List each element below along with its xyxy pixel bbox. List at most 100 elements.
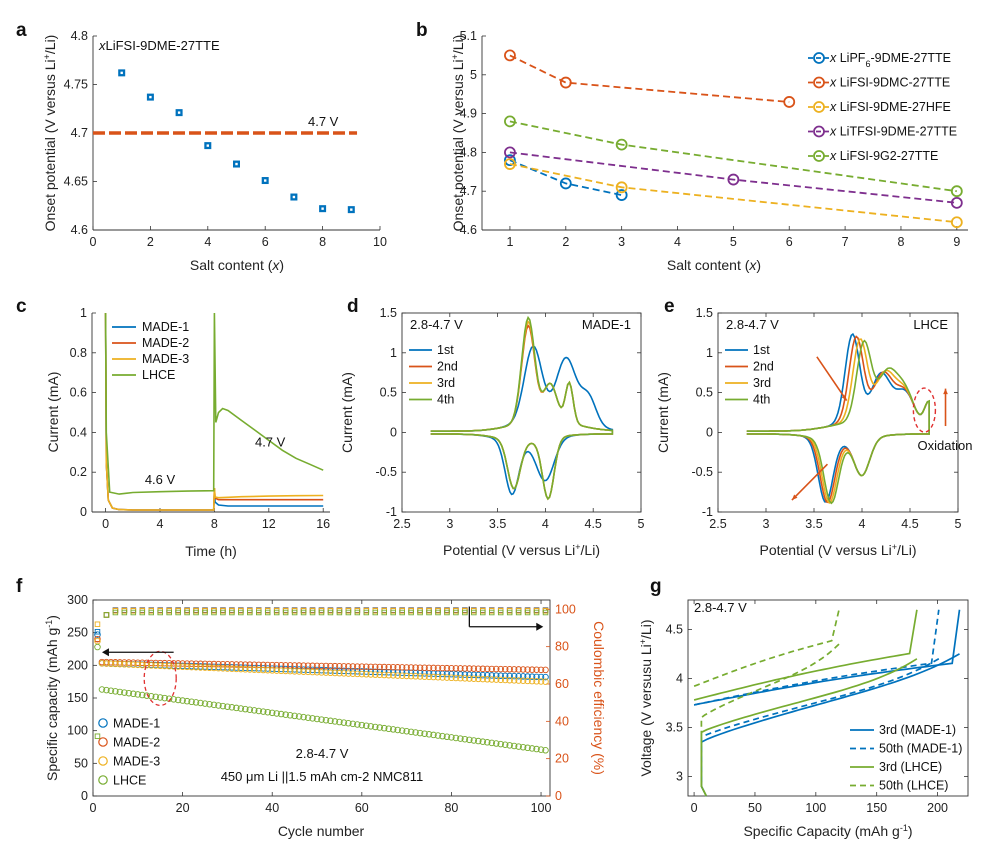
capacity-marker [372, 723, 379, 731]
capacity-marker [448, 734, 455, 741]
capacity-marker [331, 669, 339, 677]
capacity-marker [542, 666, 549, 674]
ce-marker [256, 609, 262, 616]
y-tick-label: 4.7 [71, 126, 88, 140]
y-tick-label: 4.8 [460, 145, 477, 159]
x-tick-label: 4 [859, 517, 866, 531]
capacity-marker [542, 678, 549, 685]
plot-d: 2.5 3 3.5 4 4.5 5 -1 -0.5 0 0.5 1 1.5 2.8-4.7 V MADE-… [339, 306, 645, 558]
capacity-marker [434, 732, 442, 739]
capacity-marker [174, 660, 182, 667]
plot-e: 2.5 3 3.5 4 4.5 5 -1 -0.5 0 0.5 1 1.5 2.8-4.7 V LHCE 1… [655, 306, 972, 558]
series-line-4th [746, 339, 930, 505]
capacity-marker [434, 664, 442, 672]
x-tick-label: 10 [373, 235, 387, 249]
plot-b: 1 2 3 4 5 6 7 8 9 4.6 4.7 4.8 4.9 5 5.1 x LiPF6-9DME-27… [450, 29, 968, 273]
data-point-center [120, 71, 123, 75]
capacity-marker [125, 689, 133, 697]
capacity-marker [524, 677, 531, 685]
ce-marker [363, 609, 370, 616]
cell-config-label: 450 μm Li ||1.5 mAh cm-2 NMC811 [221, 769, 424, 784]
capacity-marker [201, 664, 209, 671]
capacity-marker [533, 673, 540, 681]
legend-label: MADE-1 [113, 717, 160, 731]
capacity-marker [192, 660, 200, 667]
ce-marker [417, 609, 423, 616]
capacity-marker [318, 662, 325, 670]
capacity-marker [515, 666, 522, 673]
capacity-marker [251, 661, 258, 669]
capacity-marker [363, 722, 370, 729]
discharge-curve-3rd (LHCE) [700, 658, 918, 797]
ce-marker [345, 609, 352, 616]
ce-marker [148, 609, 154, 616]
ce-marker [130, 609, 137, 616]
capacity-marker [412, 729, 419, 736]
capacity-marker [322, 669, 330, 676]
capacity-marker [376, 663, 383, 671]
capacity-marker [300, 713, 307, 721]
capacity-marker [260, 708, 267, 715]
legend-marker [813, 150, 825, 162]
legend-marker [98, 718, 108, 728]
legend-label: MADE-3 [142, 352, 189, 366]
capacity-marker [466, 736, 473, 744]
ce-marker [103, 612, 110, 618]
charge-curve-50th (LHCE) [693, 609, 840, 687]
data-point [950, 185, 963, 198]
capacity-marker [466, 665, 473, 672]
legend-marker [98, 775, 108, 785]
ce-marker [229, 609, 235, 616]
capacity-marker [286, 712, 294, 719]
capacity-marker [443, 664, 451, 672]
x-tick-label: 0 [90, 801, 97, 815]
capacity-marker [457, 665, 464, 672]
x-axis-label: Salt content (x) [190, 257, 284, 273]
x-tick-label: 2 [562, 235, 569, 249]
data-point [504, 146, 516, 159]
legend-marker [98, 737, 108, 747]
capacity-marker [501, 741, 509, 748]
y-tick-label: -0.5 [691, 465, 713, 479]
capacity-marker [425, 731, 433, 738]
capacity-marker [488, 676, 496, 683]
y-tick-label: 200 [67, 658, 88, 672]
capacity-marker [94, 643, 101, 651]
capacity-marker [300, 662, 307, 669]
capacity-marker [197, 664, 204, 671]
x-tick-label: 3 [763, 517, 770, 531]
capacity-marker [519, 743, 527, 751]
capacity-marker [161, 694, 168, 702]
series-line-1st [746, 332, 930, 503]
capacity-marker [327, 662, 334, 670]
capacity-marker [519, 673, 527, 680]
capacity-marker [116, 688, 124, 696]
x-tick-label: 100 [531, 801, 552, 815]
capacity-marker [407, 672, 415, 680]
capacity-marker [188, 663, 195, 671]
y-axis-label: Onset potential (V versus Li+/Li) [450, 35, 466, 232]
capacity-marker [452, 674, 460, 682]
capacity-marker [389, 663, 397, 671]
capacity-marker [282, 667, 289, 675]
capacity-marker [313, 668, 321, 676]
capacity-marker [152, 662, 159, 669]
series-line-2nd [430, 324, 614, 501]
oxidation-label: Oxidation [918, 438, 973, 453]
capacity-marker [372, 663, 379, 671]
legend-label: 50th (LHCE) [879, 779, 948, 793]
capacity-marker [242, 666, 249, 673]
capacity-marker [179, 660, 186, 667]
capacity-marker [524, 673, 531, 680]
panel-letter-c: c [16, 296, 27, 317]
capacity-marker [112, 660, 119, 668]
capacity-marker [112, 688, 119, 695]
capacity-marker [537, 673, 545, 681]
capacity-marker [430, 673, 437, 681]
capacity-marker [210, 660, 218, 668]
y-tick-label: 5.1 [460, 29, 477, 43]
y-axis-label: Current (mA) [339, 372, 355, 453]
capacity-marker [488, 739, 496, 747]
axes-box [687, 599, 969, 797]
capacity-marker [358, 663, 366, 670]
